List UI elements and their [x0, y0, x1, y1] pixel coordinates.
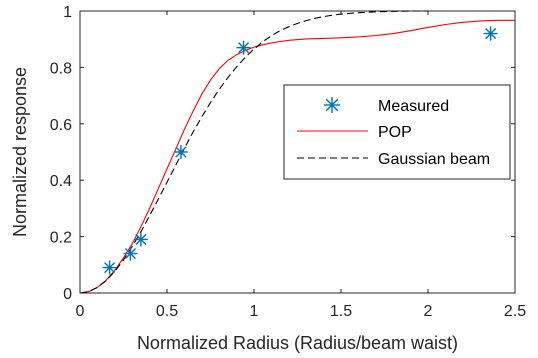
x-tick-label: 1 [250, 303, 259, 320]
legend-label: POP [378, 124, 412, 141]
legend-box [283, 84, 511, 180]
y-tick-label: 0.4 [50, 173, 72, 190]
x-tick-label: 0.5 [156, 303, 178, 320]
y-axis-title: Normalized response [10, 67, 30, 237]
y-tick-label: 0.6 [50, 117, 72, 134]
x-tick-label: 2.5 [504, 303, 526, 320]
legend-label: Gaussian beam [378, 151, 490, 168]
series-markers [102, 26, 498, 275]
x-tick-label: 0 [76, 303, 85, 320]
measured-point [236, 40, 251, 55]
x-axis-title: Normalized Radius (Radius/beam waist) [137, 333, 458, 353]
x-tick-label: 1.5 [330, 303, 352, 320]
legend-label: Measured [378, 98, 449, 115]
y-tick-label: 0.2 [50, 230, 72, 247]
legend-entries: Measured POP Gaussian beam [297, 97, 490, 168]
x-axis-ticks: 0 0.5 1 1.5 2 2.5 [76, 11, 526, 320]
pop-line [79, 19, 515, 294]
legend: Measured POP Gaussian beam [283, 84, 511, 180]
y-tick-label: 1 [63, 4, 72, 21]
measured-point [102, 260, 117, 275]
x-tick-label: 2 [424, 303, 433, 320]
measured-point [483, 26, 498, 41]
measured-point [173, 145, 188, 159]
y-tick-label: 0.8 [50, 60, 72, 77]
measured-point [133, 232, 148, 247]
measured-point [123, 246, 138, 261]
legend-marker-measured [324, 97, 340, 113]
y-axis-ticks: 0 0.2 0.4 0.6 0.8 1 [50, 4, 515, 303]
y-tick-label: 0 [63, 286, 72, 303]
